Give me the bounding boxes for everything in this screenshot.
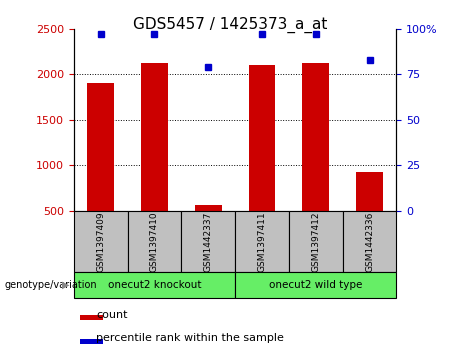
FancyBboxPatch shape <box>235 211 289 272</box>
Text: count: count <box>96 310 128 321</box>
Text: GDS5457 / 1425373_a_at: GDS5457 / 1425373_a_at <box>133 16 328 33</box>
Text: onecut2 wild type: onecut2 wild type <box>269 280 362 290</box>
Text: GSM1397410: GSM1397410 <box>150 211 159 272</box>
Text: genotype/variation: genotype/variation <box>5 280 97 290</box>
Text: GSM1397409: GSM1397409 <box>96 211 105 272</box>
FancyBboxPatch shape <box>289 211 343 272</box>
FancyBboxPatch shape <box>343 211 396 272</box>
Text: percentile rank within the sample: percentile rank within the sample <box>96 333 284 343</box>
Bar <box>80 315 103 320</box>
Bar <box>87 83 114 256</box>
Text: GSM1442336: GSM1442336 <box>365 211 374 272</box>
Text: GSM1397411: GSM1397411 <box>258 211 266 272</box>
Text: GSM1397412: GSM1397412 <box>311 211 320 272</box>
Bar <box>302 63 329 256</box>
FancyBboxPatch shape <box>235 272 396 298</box>
Bar <box>195 205 222 256</box>
Text: onecut2 knockout: onecut2 knockout <box>108 280 201 290</box>
FancyBboxPatch shape <box>74 211 128 272</box>
Bar <box>141 63 168 256</box>
Bar <box>356 172 383 256</box>
Text: ▶: ▶ <box>62 280 69 290</box>
Bar <box>248 65 275 256</box>
FancyBboxPatch shape <box>181 211 235 272</box>
FancyBboxPatch shape <box>74 272 235 298</box>
FancyBboxPatch shape <box>128 211 181 272</box>
Bar <box>80 339 103 344</box>
Text: GSM1442337: GSM1442337 <box>204 211 213 272</box>
